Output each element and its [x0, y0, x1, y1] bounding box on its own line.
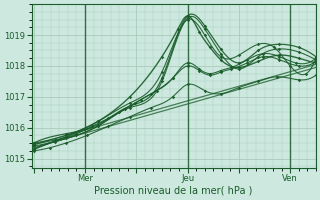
X-axis label: Pression niveau de la mer( hPa ): Pression niveau de la mer( hPa ) [94, 186, 253, 196]
